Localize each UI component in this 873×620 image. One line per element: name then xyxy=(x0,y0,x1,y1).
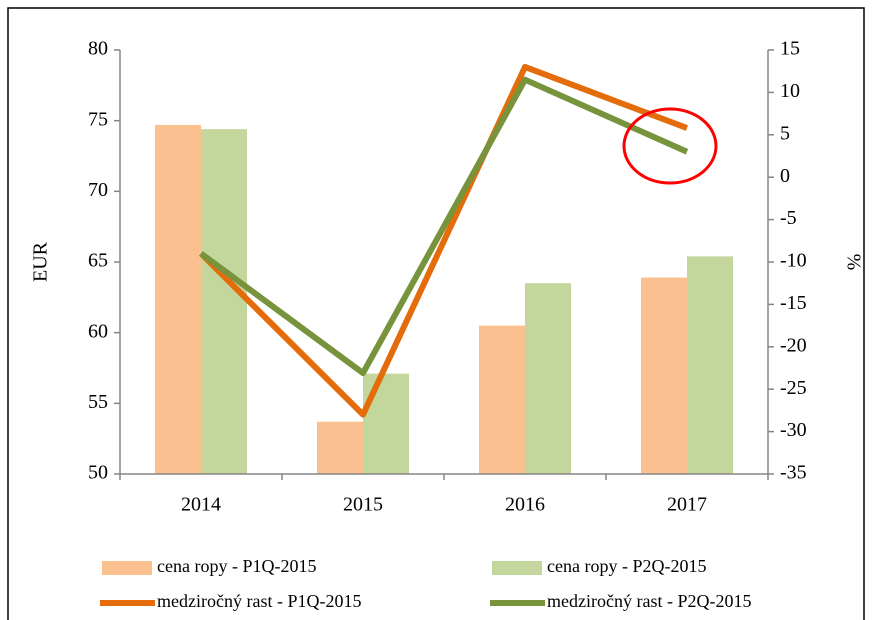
y-axis-label: EUR xyxy=(30,241,52,282)
y2-tick-label: 5 xyxy=(780,122,790,144)
y-tick-label: 65 xyxy=(88,250,108,272)
legend-label: medziročný rast - P2Q-2015 xyxy=(547,591,751,611)
bar xyxy=(641,277,687,474)
highlight-circle xyxy=(622,107,718,185)
y-tick-label: 60 xyxy=(88,320,108,342)
y2-tick-label: -25 xyxy=(780,377,807,399)
legend-label: medziročný rast - P1Q-2015 xyxy=(157,591,361,611)
x-tick-label: 2014 xyxy=(181,494,221,516)
bar xyxy=(363,373,409,474)
line-series xyxy=(198,63,689,418)
x-tick-label: 2017 xyxy=(667,494,707,516)
y2-tick-label: 0 xyxy=(780,165,790,187)
y2-tick-label: 10 xyxy=(780,80,800,102)
y2-axis-label: % xyxy=(842,254,864,271)
y-tick-label: 55 xyxy=(88,391,108,413)
y-tick-label: 75 xyxy=(88,108,108,130)
y-tick-label: 80 xyxy=(88,38,108,60)
bar xyxy=(525,283,571,474)
legend-swatch xyxy=(492,561,542,575)
y-tick-label: 50 xyxy=(88,462,108,484)
chart-frame xyxy=(7,7,865,620)
y-tick-label: 70 xyxy=(88,179,108,201)
line-series xyxy=(199,76,689,377)
bar xyxy=(479,325,525,474)
legend-swatch xyxy=(102,561,152,575)
y2-tick-label: -30 xyxy=(780,419,807,441)
legend-label: cena ropy - P1Q-2015 xyxy=(157,556,316,576)
x-tick-label: 2016 xyxy=(505,494,545,516)
x-tick-label: 2015 xyxy=(343,494,383,516)
y2-tick-label: -10 xyxy=(780,250,807,272)
y2-tick-label: -5 xyxy=(780,207,797,229)
y2-tick-label: -35 xyxy=(780,462,807,484)
bar xyxy=(687,256,733,474)
legend-label: cena ropy - P2Q-2015 xyxy=(547,556,706,576)
y2-tick-label: -20 xyxy=(780,334,807,356)
bar xyxy=(201,129,247,474)
bar xyxy=(155,124,201,474)
y2-tick-label: 15 xyxy=(780,38,800,60)
bar xyxy=(317,421,363,474)
y2-tick-label: -15 xyxy=(780,292,807,314)
